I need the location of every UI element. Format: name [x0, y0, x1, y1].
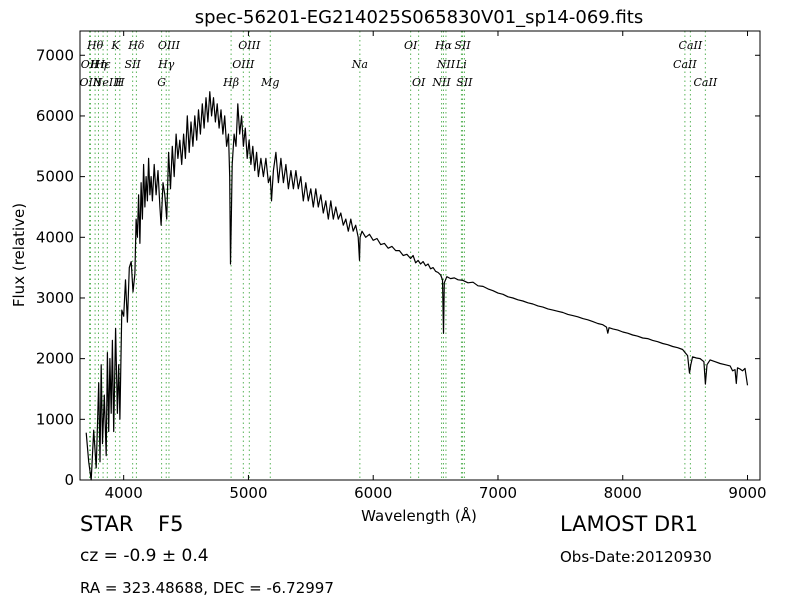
chart-title: spec-56201-EG214025S065830V01_sp14-069.f… — [195, 7, 643, 28]
line-label: Hα — [434, 39, 453, 52]
x-axis: 4000 5000 6000 7000 8000 9000 — [105, 31, 767, 502]
plot-area — [79, 30, 761, 481]
survey-name: LAMOST DR1 — [560, 512, 699, 536]
line-label: Hη — [89, 58, 107, 71]
y-tick-label: 5000 — [36, 168, 74, 186]
line-label: Hδ — [127, 39, 145, 52]
x-tick-label: 9000 — [728, 484, 766, 502]
x-tick-label: 7000 — [479, 484, 517, 502]
coordinates: RA = 323.48688, DEC = -6.72997 — [80, 579, 334, 597]
line-label: NII — [436, 58, 456, 71]
line-label: Na — [351, 58, 368, 71]
line-label: SII — [454, 39, 471, 52]
observation-date: Obs-Date:20120930 — [560, 548, 712, 566]
line-label: G — [157, 76, 166, 89]
line-label: SII — [125, 58, 142, 71]
x-tick-label: 6000 — [354, 484, 392, 502]
line-label: K — [110, 39, 120, 52]
y-tick-label: 2000 — [36, 350, 74, 368]
x-tick-label: 8000 — [604, 484, 642, 502]
line-label: NII — [431, 76, 451, 89]
object-class: STAR — [80, 512, 134, 536]
line-label: OIII — [158, 39, 181, 52]
line-label: OIII — [232, 58, 255, 71]
line-label: CaII — [679, 39, 703, 52]
y-tick-label: 7000 — [36, 46, 74, 64]
line-markers — [89, 31, 706, 480]
line-label: Mg — [260, 76, 279, 89]
spectrum-series — [85, 91, 749, 481]
line-label: OII — [81, 58, 99, 71]
spectrum-line — [85, 91, 749, 481]
y-tick-label: 1000 — [36, 410, 74, 428]
line-label: Hθ — [86, 39, 104, 52]
line-label: OIII — [79, 76, 102, 89]
y-tick-label: 3000 — [36, 289, 74, 307]
redshift-value: cz = -0.9 ± 0.4 — [80, 546, 209, 566]
line-label: NeIII — [92, 76, 123, 89]
y-axis: 0 1000 2000 3000 4000 5000 6000 7000 — [36, 46, 760, 489]
x-tick-label: 5000 — [229, 484, 267, 502]
y-axis-label: Flux (relative) — [10, 203, 28, 307]
line-label: OIII — [238, 39, 261, 52]
line-label: SII — [456, 76, 473, 89]
y-tick-label: 6000 — [36, 107, 74, 125]
line-label: OI — [412, 76, 426, 89]
line-label: Hε — [94, 58, 111, 71]
line-label: Hγ — [157, 58, 175, 71]
line-label: CaII — [673, 58, 697, 71]
x-tick-label: 4000 — [105, 484, 143, 502]
line-label: Li — [455, 58, 467, 71]
line-label: OI — [404, 39, 418, 52]
line-labels: OIIOIIIHθHηHεNeIIIKHSIIHδGHγOIIIHβOIIIOI… — [79, 39, 717, 89]
line-label: CaII — [694, 76, 718, 89]
y-tick-label: 4000 — [36, 228, 74, 246]
object-subclass: F5 — [158, 512, 184, 536]
x-axis-label: Wavelength (Å) — [361, 506, 477, 525]
line-label: Hβ — [222, 76, 239, 89]
y-tick-label: 0 — [64, 471, 74, 489]
line-label: H — [114, 76, 125, 89]
